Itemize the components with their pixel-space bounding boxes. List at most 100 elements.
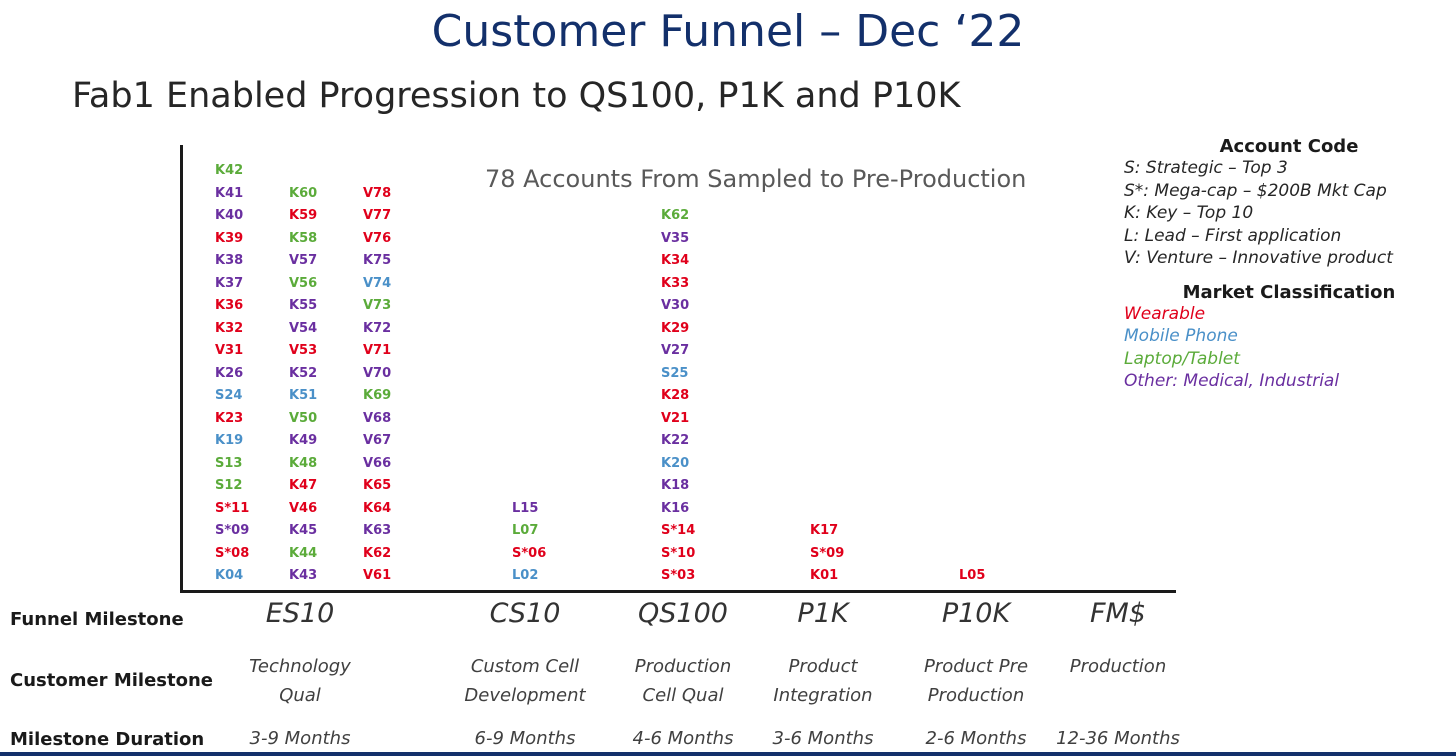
milestone-duration: 12-36 Months bbox=[1056, 728, 1180, 749]
account-code: V46 bbox=[289, 500, 318, 516]
account-code-list: S: Strategic – Top 3 S*: Mega-cap – $200B… bbox=[1124, 157, 1454, 270]
account-code: K55 bbox=[289, 298, 318, 313]
account-code-legend-item: V: Venture – Innovative product bbox=[1124, 248, 1393, 268]
account-code-legend-item: S: Strategic – Top 3 bbox=[1124, 158, 1288, 178]
account-code: K44 bbox=[289, 545, 318, 561]
account-code: S12 bbox=[215, 478, 243, 493]
account-code: K51 bbox=[289, 388, 318, 403]
account-code: K23 bbox=[215, 410, 244, 426]
account-code: S*06 bbox=[512, 545, 547, 561]
account-code: V73 bbox=[363, 298, 392, 313]
account-code: K16 bbox=[661, 500, 690, 516]
page-title: Customer Funnel – Dec ‘22 bbox=[431, 6, 1025, 57]
account-code: S*09 bbox=[810, 545, 845, 561]
funnel-milestone: ES10 bbox=[265, 598, 335, 629]
x-axis-line bbox=[180, 590, 1176, 593]
account-code: V30 bbox=[661, 298, 690, 313]
account-code: S*08 bbox=[215, 545, 250, 561]
account-code: L02 bbox=[512, 568, 539, 583]
account-code: S*11 bbox=[215, 500, 250, 516]
customer-milestone-line: Integration bbox=[773, 685, 873, 706]
customer-milestone: Product Pre Production bbox=[896, 652, 1056, 710]
account-code-heading: Account Code bbox=[1219, 136, 1359, 157]
account-code: K41 bbox=[215, 185, 244, 201]
account-code: V54 bbox=[289, 320, 318, 336]
account-code: K52 bbox=[289, 365, 318, 381]
account-code: S*14 bbox=[661, 523, 696, 538]
account-code: K65 bbox=[363, 478, 392, 493]
account-code: K29 bbox=[661, 320, 690, 336]
milestone-duration: 4-6 Months bbox=[632, 728, 734, 749]
account-code: K40 bbox=[215, 208, 244, 223]
customer-milestone-line: Cell Qual bbox=[642, 685, 724, 706]
bottom-rule bbox=[0, 752, 1456, 756]
account-code: V61 bbox=[363, 568, 392, 583]
account-code: S25 bbox=[661, 365, 689, 381]
account-code: V77 bbox=[363, 208, 392, 223]
account-code: K62 bbox=[661, 208, 690, 223]
milestone-duration-label: Milestone Duration bbox=[10, 729, 205, 750]
account-code: K18 bbox=[661, 478, 690, 493]
account-code: L15 bbox=[512, 500, 539, 516]
account-code: K26 bbox=[215, 365, 244, 381]
legend: Account Code S: Strategic – Top 3 S*: Meg… bbox=[1124, 136, 1454, 393]
customer-milestone-line bbox=[1038, 681, 1198, 710]
customer-milestone-line: Production bbox=[634, 656, 732, 677]
account-code: K58 bbox=[289, 230, 318, 246]
customer-milestone: Production Cell Qual bbox=[603, 652, 763, 710]
funnel-milestone-label: Funnel Milestone bbox=[10, 609, 184, 630]
customer-milestone: Product Integration bbox=[743, 652, 903, 710]
account-code: K28 bbox=[661, 388, 690, 403]
account-code: V71 bbox=[363, 343, 392, 358]
market-classification-heading: Market Classification bbox=[1182, 281, 1396, 303]
milestone-duration: 3-9 Months bbox=[249, 728, 351, 749]
account-code: K75 bbox=[363, 253, 392, 268]
account-code: K34 bbox=[661, 253, 690, 268]
account-code: K22 bbox=[661, 433, 690, 448]
account-code: K39 bbox=[215, 230, 244, 246]
market-list: Wearable Mobile Phone Laptop/Tablet Other: … bbox=[1124, 303, 1454, 393]
account-code: K49 bbox=[289, 433, 318, 448]
account-code: V70 bbox=[363, 365, 392, 381]
customer-milestone-line: Production bbox=[927, 685, 1025, 706]
milestone-duration: 2-6 Months bbox=[925, 728, 1027, 749]
account-code: K62 bbox=[363, 545, 392, 561]
account-code: K01 bbox=[810, 568, 839, 583]
account-code: K47 bbox=[289, 478, 318, 493]
account-code: V53 bbox=[289, 343, 318, 358]
account-code: K19 bbox=[215, 433, 244, 448]
account-code: V31 bbox=[215, 343, 244, 358]
funnel-milestone: QS100 bbox=[638, 598, 728, 629]
account-code: K43 bbox=[289, 568, 318, 583]
milestone-duration: 3-6 Months bbox=[772, 728, 874, 749]
account-code: V76 bbox=[363, 230, 392, 246]
customer-milestone-line: Product bbox=[788, 656, 858, 677]
account-code: S*10 bbox=[661, 545, 696, 561]
account-code: V27 bbox=[661, 343, 690, 358]
customer-milestone-line: Product Pre bbox=[923, 656, 1029, 677]
account-code: K45 bbox=[289, 523, 318, 538]
account-code: K63 bbox=[363, 523, 392, 538]
account-code: S*09 bbox=[215, 523, 250, 538]
account-code: K42 bbox=[215, 163, 244, 178]
account-code-legend-item: S*: Mega-cap – $200B Mkt Cap bbox=[1124, 180, 1387, 201]
customer-milestone-line: Development bbox=[464, 685, 586, 706]
y-axis-line bbox=[180, 145, 183, 593]
account-code: V35 bbox=[661, 230, 690, 246]
account-code-legend-item: L: Lead – First application bbox=[1124, 225, 1342, 246]
account-code: K17 bbox=[810, 523, 839, 538]
chart-title: 78 Accounts From Sampled to Pre-Producti… bbox=[485, 165, 1027, 193]
market-legend-item: Wearable bbox=[1124, 303, 1206, 324]
funnel-milestone: FM$ bbox=[1089, 598, 1146, 629]
account-code: V68 bbox=[363, 410, 392, 426]
account-code: K64 bbox=[363, 500, 392, 516]
account-code: K72 bbox=[363, 320, 392, 336]
account-code: K69 bbox=[363, 388, 392, 403]
funnel-milestone: P10K bbox=[941, 598, 1011, 629]
market-legend-item: Mobile Phone bbox=[1124, 326, 1238, 346]
customer-milestone-label: Customer Milestone bbox=[10, 670, 213, 691]
customer-milestone: Custom Cell Development bbox=[445, 652, 605, 710]
customer-milestone: Production bbox=[1038, 652, 1198, 710]
account-code: K04 bbox=[215, 568, 244, 583]
account-code: V67 bbox=[363, 433, 392, 448]
